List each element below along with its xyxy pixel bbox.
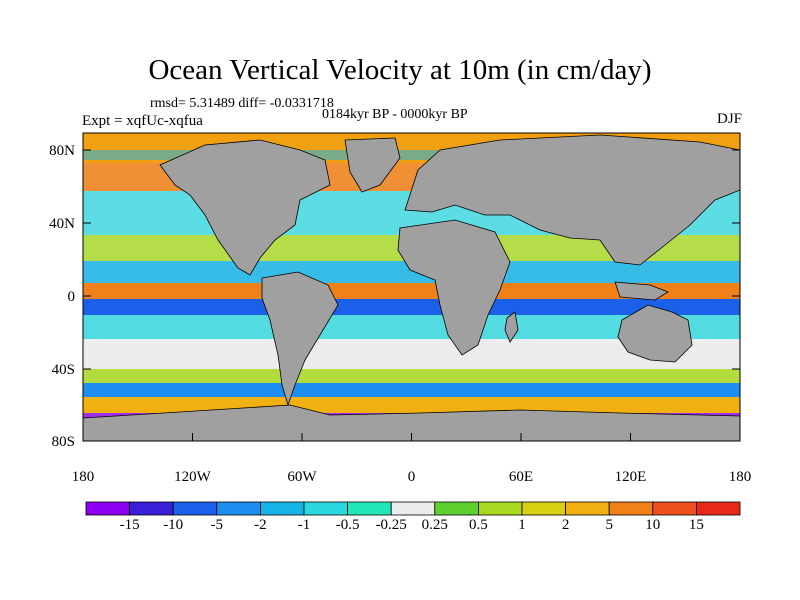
colorbar-tick-label: 0.5 <box>469 517 488 533</box>
lat-label-40n: 40N <box>49 216 75 232</box>
land-greenland <box>344 137 401 193</box>
colorbar-tick-label: -0.5 <box>335 517 360 533</box>
colorbar-swatch <box>216 501 261 516</box>
lon-label-180e: 180 <box>729 469 752 485</box>
ocean-band-equator-upwelling <box>83 283 740 299</box>
colorbar-swatch <box>434 501 479 516</box>
ocean-band-south-equatorial <box>83 299 740 315</box>
lat-ticks <box>83 149 740 442</box>
colorbar-tick-label: 10 <box>645 517 661 533</box>
colorbar-swatch <box>608 501 654 516</box>
colorbar-swatch <box>565 501 610 516</box>
colorbar-tick-label: -15 <box>119 517 140 533</box>
colorbar-tick-label: 5 <box>605 517 613 533</box>
colorbar-tick-label: 2 <box>561 517 570 533</box>
lat-label-80s: 80S <box>52 434 75 450</box>
lat-label-40s: 40S <box>52 362 75 378</box>
lon-label-120w: 120W <box>174 469 212 485</box>
lon-label-180w: 180 <box>72 469 95 485</box>
colorbar <box>85 501 741 516</box>
map-title: Ocean Vertical Velocity at 10m (in cm/da… <box>148 54 652 86</box>
lon-label-120e: 120E <box>615 469 647 485</box>
period-text: 0184kyr BP - 0000kyr BP <box>322 107 468 122</box>
ocean-band-southern-ocean <box>83 397 740 413</box>
colorbar-tick-label: -0.25 <box>375 517 407 533</box>
lon-label-60w: 60W <box>287 469 317 485</box>
ocean-band-southern-convergence <box>83 369 740 383</box>
experiment-label: Expt = xqfUc-xqfua <box>82 113 203 129</box>
colorbar-swatch <box>85 501 130 516</box>
colorbar-swatch <box>696 501 741 516</box>
colorbar-tick-label: 15 <box>688 517 704 533</box>
colorbar-swatch <box>477 501 523 516</box>
lon-ticks <box>82 433 741 441</box>
land-north-america <box>159 139 331 276</box>
land-madagascar <box>504 311 519 343</box>
colorbar-tick-label: 1 <box>518 517 526 533</box>
colorbar-swatch <box>172 501 218 516</box>
land-south-america <box>261 271 339 407</box>
colorbar-swatch <box>390 501 436 516</box>
stats-text: rmsd= 5.31489 diff= -0.0331718 <box>150 96 334 111</box>
land-australia <box>617 304 693 363</box>
land-eurasia <box>404 134 740 266</box>
lon-label-60e: 60E <box>509 469 533 485</box>
lon-label-0: 0 <box>408 469 416 485</box>
colorbar-swatch <box>303 501 348 516</box>
colorbar-tick-label: -2 <box>254 517 267 533</box>
colorbar-swatch <box>652 501 697 516</box>
land-indonesia <box>614 281 669 301</box>
colorbar-tick-label: 0.25 <box>421 517 448 533</box>
land-antarctica <box>83 404 740 441</box>
ocean-band-southern-ocean-north <box>83 383 740 397</box>
lat-label-80n: 80N <box>49 143 75 159</box>
ocean-band-arctic-inner <box>83 150 740 160</box>
lat-label-0: 0 <box>68 289 76 305</box>
colorbar-tick-label: -10 <box>163 517 184 533</box>
colorbar-tick-label: -1 <box>297 517 311 533</box>
colorbar-swatch <box>259 501 305 516</box>
season-label: DJF <box>716 111 742 127</box>
colorbar-tick-label: -5 <box>210 517 224 533</box>
land-masses <box>83 134 740 441</box>
colorbar-swatch <box>347 501 392 516</box>
land-africa <box>397 219 511 356</box>
colorbar-swatch <box>129 501 174 516</box>
colorbar-swatch <box>521 501 566 516</box>
